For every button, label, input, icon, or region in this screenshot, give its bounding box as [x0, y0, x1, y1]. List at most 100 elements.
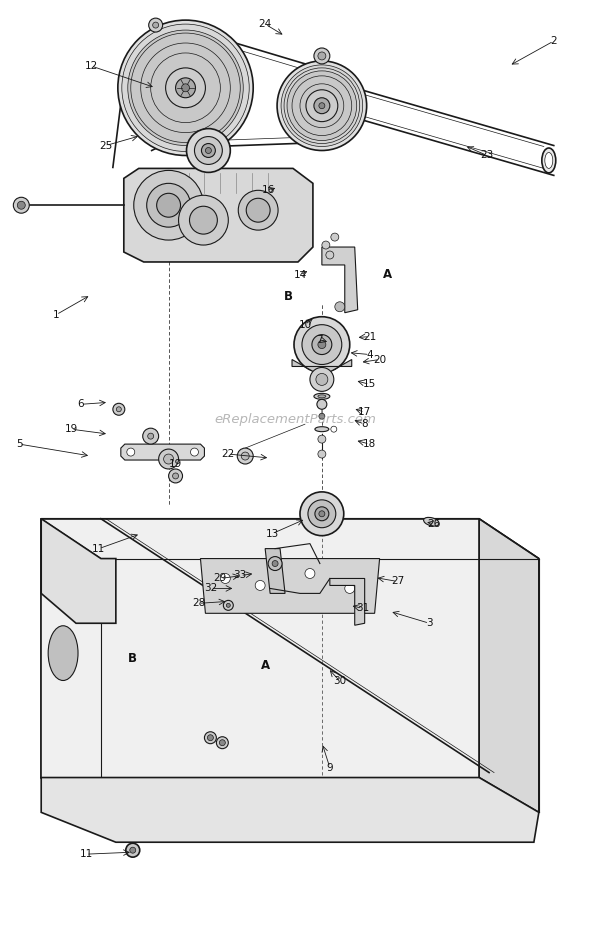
Text: 21: 21	[363, 332, 376, 342]
Circle shape	[182, 84, 189, 92]
Text: 10: 10	[299, 319, 312, 330]
Polygon shape	[330, 578, 365, 625]
Text: 3: 3	[426, 618, 432, 629]
Circle shape	[179, 195, 228, 245]
Text: 22: 22	[222, 449, 235, 460]
Ellipse shape	[542, 148, 556, 173]
Text: 16: 16	[261, 185, 275, 195]
Circle shape	[326, 251, 334, 259]
Circle shape	[308, 500, 336, 528]
Text: 11: 11	[92, 544, 106, 554]
Circle shape	[345, 584, 355, 593]
Circle shape	[281, 64, 363, 147]
Circle shape	[306, 90, 338, 121]
Circle shape	[204, 731, 217, 743]
Text: 5: 5	[16, 439, 22, 449]
Circle shape	[116, 407, 122, 412]
Text: 15: 15	[363, 379, 376, 389]
Circle shape	[300, 492, 344, 536]
Circle shape	[272, 560, 278, 567]
Text: B: B	[284, 290, 293, 304]
Text: 17: 17	[358, 407, 371, 417]
Text: 30: 30	[333, 676, 346, 686]
Polygon shape	[121, 444, 204, 460]
Text: 13: 13	[266, 529, 278, 539]
Circle shape	[157, 193, 181, 218]
Ellipse shape	[331, 426, 337, 432]
Text: 14: 14	[293, 270, 307, 280]
Text: A: A	[383, 268, 392, 281]
Polygon shape	[124, 168, 313, 262]
Ellipse shape	[545, 152, 553, 168]
Circle shape	[227, 603, 230, 607]
Circle shape	[201, 144, 215, 158]
Circle shape	[268, 557, 282, 571]
Circle shape	[134, 170, 204, 240]
Circle shape	[220, 573, 230, 584]
Circle shape	[331, 234, 339, 241]
Ellipse shape	[424, 517, 439, 526]
Circle shape	[205, 148, 211, 153]
Text: 7: 7	[317, 334, 323, 345]
Polygon shape	[292, 360, 352, 376]
Circle shape	[149, 18, 163, 32]
Circle shape	[173, 473, 179, 479]
Circle shape	[322, 241, 330, 249]
Circle shape	[305, 569, 315, 578]
Text: 9: 9	[326, 762, 333, 772]
Polygon shape	[41, 518, 116, 623]
Circle shape	[217, 737, 228, 749]
Polygon shape	[41, 518, 479, 777]
Text: 19: 19	[169, 459, 182, 469]
Text: 19: 19	[64, 424, 78, 434]
Polygon shape	[294, 345, 350, 364]
Circle shape	[169, 469, 182, 483]
Circle shape	[302, 325, 342, 364]
Circle shape	[318, 52, 326, 60]
Polygon shape	[41, 777, 539, 842]
Ellipse shape	[318, 395, 326, 398]
Circle shape	[130, 847, 136, 853]
Circle shape	[314, 48, 330, 64]
Circle shape	[319, 103, 325, 108]
Text: 1: 1	[53, 310, 60, 319]
Text: 31: 31	[356, 603, 369, 614]
Text: 25: 25	[99, 140, 113, 150]
Circle shape	[316, 374, 328, 386]
Circle shape	[255, 580, 265, 590]
Circle shape	[122, 24, 249, 151]
Circle shape	[128, 30, 243, 146]
Circle shape	[318, 450, 326, 458]
Ellipse shape	[314, 393, 330, 400]
Text: 27: 27	[391, 576, 404, 587]
Circle shape	[315, 507, 329, 521]
Circle shape	[195, 136, 222, 164]
Circle shape	[294, 317, 350, 373]
Text: A: A	[261, 658, 270, 672]
Circle shape	[241, 452, 249, 460]
Circle shape	[312, 334, 332, 355]
Ellipse shape	[315, 427, 329, 432]
Text: 32: 32	[204, 584, 217, 593]
Polygon shape	[41, 518, 101, 813]
Circle shape	[186, 129, 230, 173]
Circle shape	[127, 448, 135, 456]
Polygon shape	[322, 247, 358, 313]
Circle shape	[17, 201, 25, 209]
Text: eReplacementParts.com: eReplacementParts.com	[214, 413, 376, 426]
Circle shape	[14, 197, 30, 213]
Polygon shape	[479, 518, 539, 813]
Circle shape	[314, 98, 330, 114]
Circle shape	[159, 449, 179, 469]
Polygon shape	[265, 548, 285, 593]
Circle shape	[237, 448, 253, 464]
Circle shape	[238, 191, 278, 230]
Text: 18: 18	[363, 439, 376, 449]
Text: 24: 24	[258, 19, 272, 29]
Circle shape	[277, 61, 366, 150]
Circle shape	[319, 413, 325, 419]
Circle shape	[287, 71, 357, 140]
Circle shape	[126, 843, 140, 857]
Circle shape	[143, 428, 159, 444]
Circle shape	[118, 21, 253, 155]
